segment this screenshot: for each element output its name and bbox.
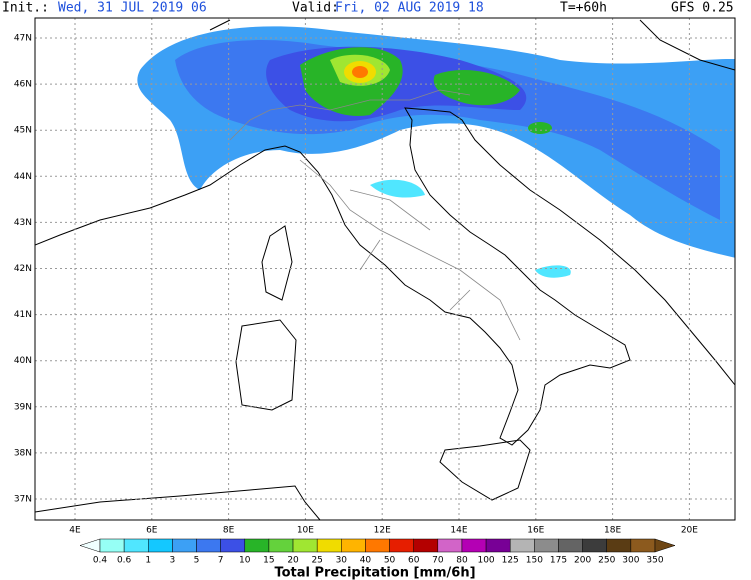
colorbar-label: 70 <box>432 556 444 566</box>
valid-time: Fri, 02 AUG 2019 18 <box>335 1 484 16</box>
map <box>34 17 736 521</box>
lat-label: 47N <box>14 34 32 44</box>
graticule <box>35 18 735 520</box>
borders <box>229 89 521 341</box>
colorbar-label: 0.6 <box>117 556 132 566</box>
lon-label: 14E <box>450 526 467 536</box>
colorbar-label: 20 <box>287 556 299 566</box>
colorbar-swatch <box>389 538 414 553</box>
colorbar-label: 80 <box>456 556 468 566</box>
lon-label: 4E <box>69 526 81 536</box>
colorbar-label: 350 <box>646 556 663 566</box>
lat-label: 40N <box>14 356 32 366</box>
colorbar-swatch <box>630 538 656 553</box>
valid-label: Valid: <box>292 1 339 16</box>
colorbar-swatch <box>413 538 439 553</box>
colorbar-swatch <box>341 538 366 553</box>
colorbar-swatch <box>558 538 583 553</box>
lat-label: 44N <box>14 172 32 182</box>
colorbar-swatch <box>437 538 463 553</box>
lat-label: 46N <box>14 80 32 90</box>
colorbar-label: 175 <box>550 556 567 566</box>
colorbar: 0.4 0.6 1 3 5 7 10 15 20 25 30 40 50 60 70 80 100 125 150 1… <box>79 538 676 566</box>
colorbar-swatch <box>316 538 342 553</box>
colorbar-label: 10 <box>239 556 251 566</box>
colorbar-label: 150 <box>526 556 543 566</box>
colorbar-label: 3 <box>170 556 176 566</box>
lon-label: 18E <box>604 526 621 536</box>
colorbar-swatch <box>534 538 559 553</box>
lat-label: 39N <box>14 402 32 412</box>
colorbar-swatch <box>509 538 535 553</box>
colorbar-swatch <box>292 538 318 553</box>
colorbar-label: 0.4 <box>93 556 108 566</box>
lat-label: 45N <box>14 126 32 136</box>
colorbar-swatch <box>461 538 487 553</box>
colorbar-swatch <box>172 538 197 553</box>
map-frame <box>34 17 736 521</box>
colorbar-swatch <box>606 538 632 553</box>
colorbar-label: 7 <box>218 556 224 566</box>
colorbar-label: 125 <box>502 556 519 566</box>
colorbar-swatch <box>99 538 125 553</box>
colorbar-swatch <box>268 538 294 553</box>
lon-label: 6E <box>146 526 158 536</box>
colorbar-end <box>79 538 101 553</box>
lat-label: 42N <box>14 264 32 274</box>
colorbar-swatch <box>123 538 149 553</box>
colorbar-title: Total Precipitation [mm/6h] <box>274 566 475 580</box>
lat-label: 41N <box>14 310 32 320</box>
init-time: Wed, 31 JUL 2019 06 <box>58 1 207 16</box>
colorbar-label: 5 <box>194 556 200 566</box>
colorbar-swatch <box>582 538 607 553</box>
lon-label: 20E <box>681 526 698 536</box>
init-label: Init.: <box>2 1 49 16</box>
colorbar-label: 1 <box>145 556 151 566</box>
lon-label: 10E <box>297 526 314 536</box>
lat-label: 37N <box>14 495 32 505</box>
colorbar-swatch <box>148 538 173 553</box>
colorbar-label: 60 <box>408 556 420 566</box>
colorbar-swatch <box>220 538 246 553</box>
colorbar-label: 40 <box>360 556 372 566</box>
colorbar-swatch <box>196 538 221 553</box>
lon-label: 16E <box>527 526 544 536</box>
model-name: GFS 0.25 <box>671 1 734 16</box>
colorbar-label: 50 <box>384 556 396 566</box>
lon-label: 12E <box>374 526 391 536</box>
colorbar-label: 15 <box>263 556 274 566</box>
colorbar-swatch <box>244 538 270 553</box>
colorbar-label: 300 <box>622 556 639 566</box>
colorbar-end <box>654 538 676 553</box>
colorbar-swatch <box>365 538 390 553</box>
lead-time: T=+60h <box>560 1 607 16</box>
lon-label: 8E <box>223 526 235 536</box>
lat-label: 38N <box>14 448 32 458</box>
colorbar-swatch <box>485 538 511 553</box>
colorbar-label: 30 <box>336 556 348 566</box>
colorbar-label: 200 <box>574 556 591 566</box>
lat-label: 43N <box>14 218 32 228</box>
colorbar-label: 100 <box>477 556 494 566</box>
colorbar-label: 250 <box>598 556 615 566</box>
colorbar-label: 25 <box>311 556 322 566</box>
